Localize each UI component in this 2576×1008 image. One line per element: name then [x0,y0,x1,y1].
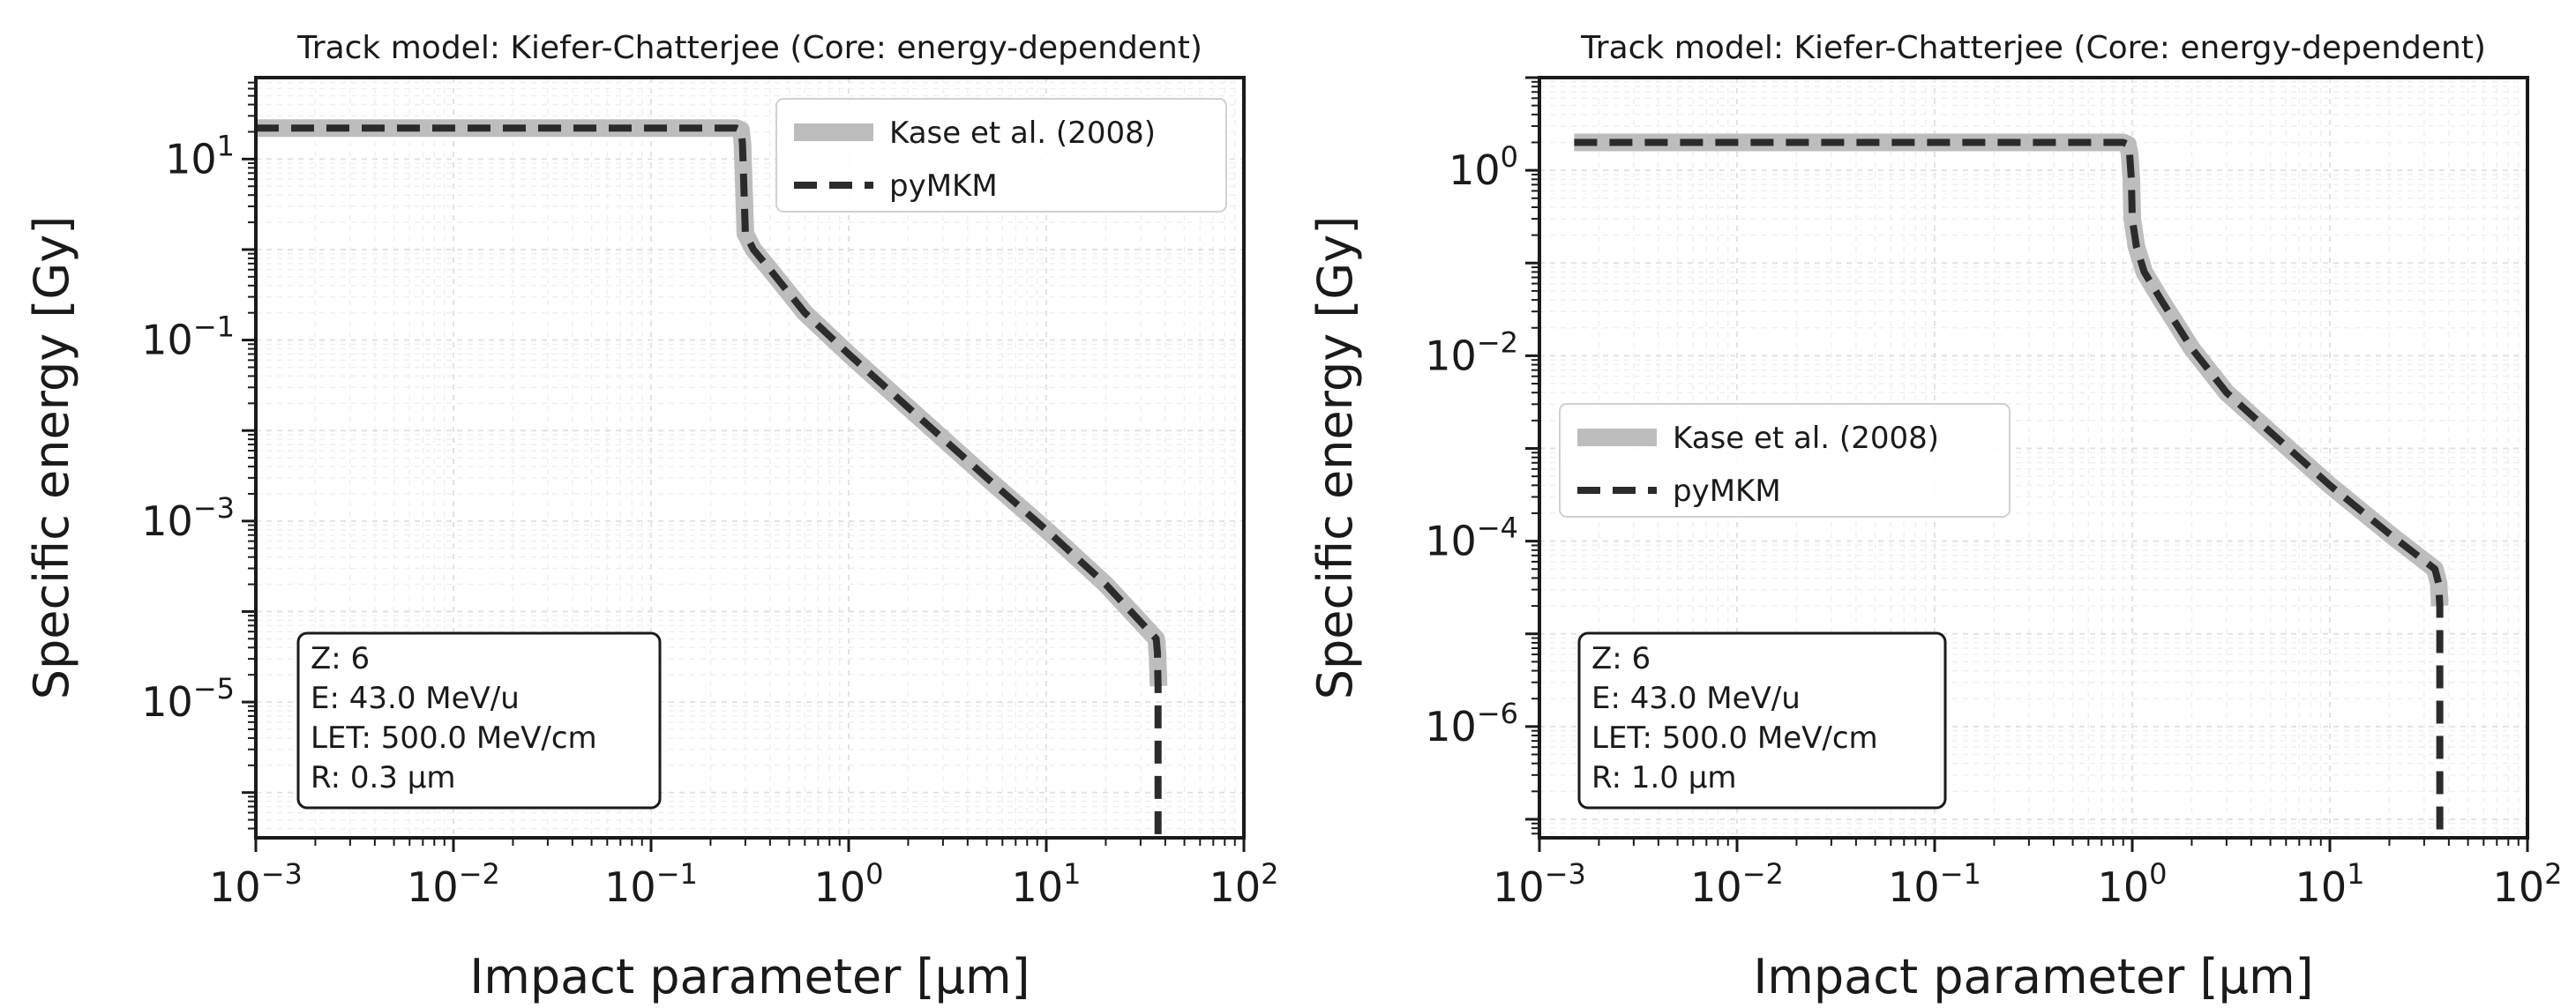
legend-label-kase: Kase et al. (2008) [1673,421,1939,456]
info-line: E: 43.0 MeV/u [1591,681,1801,716]
y-tick-label: 10−5 [141,672,235,726]
series-line-kase [1574,133,2449,607]
chart-panel-2: 10−3 10−2 10−1 100 101 102 100 10−2 10−4 10−6 Impa… [1307,30,2562,1004]
x-tick-label: 10−2 [407,857,500,911]
x-tick-label: 10−3 [209,857,303,911]
y-axis-label: Specific energy [Gy] [1307,216,1363,700]
legend-box [1559,403,2011,518]
y-axis: 101 10−1 10−3 10−5 [141,81,256,830]
info-box-frame [1577,631,1947,810]
y-tick-label: 10−6 [1425,697,1518,750]
x-tick-label: 10−2 [1690,857,1784,911]
y-axis: 100 10−2 10−4 10−6 [1425,76,1539,835]
plot-area [256,119,1168,838]
x-axis: 10−3 10−2 10−1 100 101 102 [1493,838,2562,911]
y-tick-label: 10−1 [141,310,235,364]
info-line: LET: 500.0 MeV/cm [311,721,597,756]
y-tick-label: 101 [165,129,235,183]
legend-label-kase: Kase et al. (2008) [889,116,1156,151]
x-tick-label: 101 [1012,857,1082,911]
info-line: Z: 6 [311,641,370,676]
x-tick-label: 100 [2098,857,2168,911]
series-line-pymkm [256,124,1162,838]
legend-label-pymkm: pyMKM [1673,474,1781,509]
info-box: Z: 6 E: 43.0 MeV/u LET: 500.0 MeV/cm R: 0.3… [296,631,662,810]
x-tick-label: 10−1 [1888,857,1981,911]
x-axis-label: Impact parameter [μm] [469,949,1030,1004]
y-tick-label: 100 [1449,140,1518,194]
legend: Kase et al. (2008) pyMKM [775,98,1227,213]
x-tick-label: 10−3 [1493,857,1586,911]
y-tick-label: 10−4 [1425,511,1518,565]
y-axis-label: Specific energy [Gy] [24,216,79,700]
info-line: LET: 500.0 MeV/cm [1591,721,1878,756]
x-tick-label: 10−1 [604,857,698,911]
chart-panel-1: 10−3 10−2 10−1 100 101 102 101 10−1 10−3 10−5 Impa… [24,30,1278,1004]
plot-area [1574,133,2449,834]
x-tick-label: 102 [2493,857,2563,911]
info-line: R: 0.3 μm [311,760,455,795]
info-box: Z: 6 E: 43.0 MeV/u LET: 500.0 MeV/cm R: 1.0… [1577,631,1947,810]
x-axis: 10−3 10−2 10−1 100 101 102 [209,838,1278,911]
legend: Kase et al. (2008) pyMKM [1559,403,2011,518]
chart-title: Track model: Kiefer-Chatterjee (Core: en… [296,30,1202,66]
info-box-frame [296,631,662,810]
legend-box [775,98,1227,213]
x-tick-label: 100 [814,857,884,911]
x-axis-label: Impact parameter [μm] [1753,949,2313,1004]
x-tick-label: 101 [2295,857,2365,911]
info-line: R: 1.0 μm [1591,760,1736,795]
y-tick-label: 10−3 [141,491,235,545]
x-tick-label: 102 [1209,857,1279,911]
legend-label-pymkm: pyMKM [889,168,998,204]
chart-title: Track model: Kiefer-Chatterjee (Core: en… [1580,30,2486,66]
info-line: Z: 6 [1591,641,1651,676]
series-line-pymkm [1574,138,2444,834]
y-tick-label: 10−2 [1425,325,1518,379]
info-line: E: 43.0 MeV/u [311,681,520,716]
